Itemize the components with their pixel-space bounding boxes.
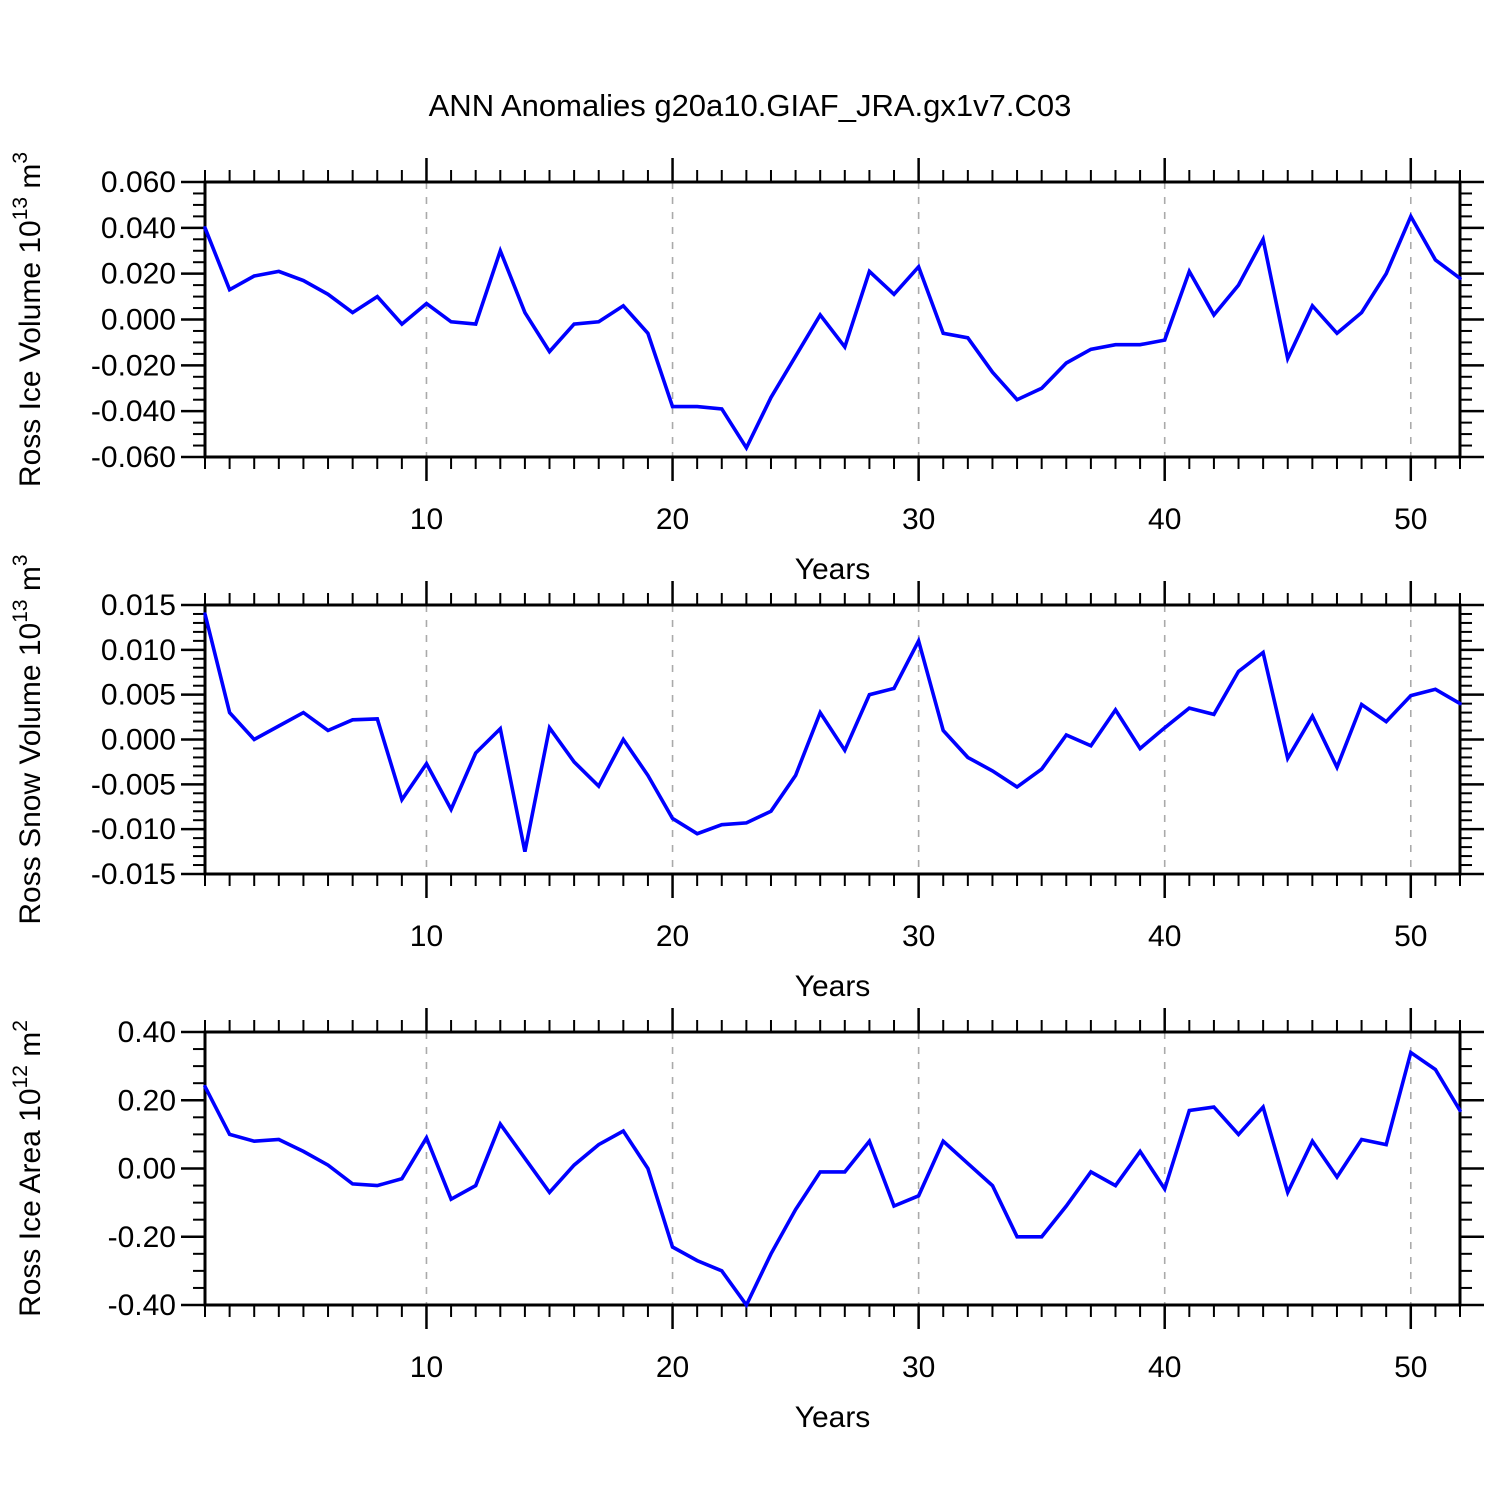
x-tick-label: 30: [902, 920, 935, 953]
y-tick-label: -0.015: [91, 858, 176, 891]
x-tick-label: 10: [410, 920, 443, 953]
y-tick-label: 0.005: [101, 679, 176, 712]
y-tick-label: 0.000: [101, 304, 176, 337]
y-tick-label: -0.060: [91, 441, 176, 474]
y-tick-label: -0.040: [91, 395, 176, 428]
y-tick-label: 0.00: [118, 1153, 176, 1186]
y-tick-label: -0.20: [108, 1221, 176, 1254]
y-tick-label: 0.060: [101, 166, 176, 199]
x-tick-label: 40: [1148, 503, 1181, 536]
y-tick-label: -0.005: [91, 768, 176, 801]
y-axis-title: Ross Ice Area 1012 m2: [9, 1020, 47, 1317]
x-tick-label: 40: [1148, 920, 1181, 953]
y-tick-label: -0.40: [108, 1289, 176, 1322]
panel-ross-ice-volume: 10 20 30 40 50 Years 0.060 0.040 0.020 0.000 -0.02…: [9, 152, 1484, 586]
y-axis-title: Ross Snow Volume 1013 m3: [9, 554, 47, 924]
series-line-ross-ice-volume: [203, 212, 1462, 452]
chart-title: ANN Anomalies g20a10.GIAF_JRA.gx1v7.C03: [428, 88, 1072, 123]
y-axis-title: Ross Ice Volume 1013 m3: [9, 152, 47, 487]
plot-frame: [203, 1030, 1462, 1307]
panel-ross-snow-volume: 10 20 30 40 50 Years 0.015 0.010 0.005 0.000 -0.00…: [9, 554, 1484, 1003]
x-tick-label: 30: [902, 1351, 935, 1384]
y-tick-label: 0.40: [118, 1016, 176, 1049]
plot-frame: [203, 603, 1462, 876]
series-line-ross-snow-volume: [203, 612, 1462, 852]
y-tick-label: -0.010: [91, 813, 176, 846]
y-tick-label: -0.020: [91, 349, 176, 382]
y-tick-label: 0.020: [101, 258, 176, 291]
x-tick-label: 10: [410, 1351, 443, 1384]
x-tick-label: 50: [1394, 503, 1427, 536]
panel-ross-ice-area: 10 20 30 40 50 Years 0.40 0.20 0.00 -0.20 -0.40 Ros…: [9, 1008, 1484, 1434]
y-tick-label: 0.20: [118, 1084, 176, 1117]
series-line-ross-ice-area: [203, 1049, 1462, 1309]
y-tick-label: 0.040: [101, 212, 176, 245]
y-tick-label: 0.000: [101, 724, 176, 757]
x-tick-label: 20: [656, 1351, 689, 1384]
x-tick-label: 40: [1148, 1351, 1181, 1384]
y-tick-label: 0.010: [101, 634, 176, 667]
x-tick-label: 50: [1394, 1351, 1427, 1384]
x-axis-title: Years: [795, 1401, 871, 1434]
x-tick-label: 20: [656, 920, 689, 953]
x-tick-label: 30: [902, 503, 935, 536]
x-tick-label: 20: [656, 503, 689, 536]
plot-frame: [203, 180, 1462, 459]
y-tick-label: 0.015: [101, 589, 176, 622]
x-tick-label: 50: [1394, 920, 1427, 953]
x-axis-title: Years: [795, 553, 871, 586]
x-axis-title: Years: [795, 970, 871, 1003]
x-tick-label: 10: [410, 503, 443, 536]
